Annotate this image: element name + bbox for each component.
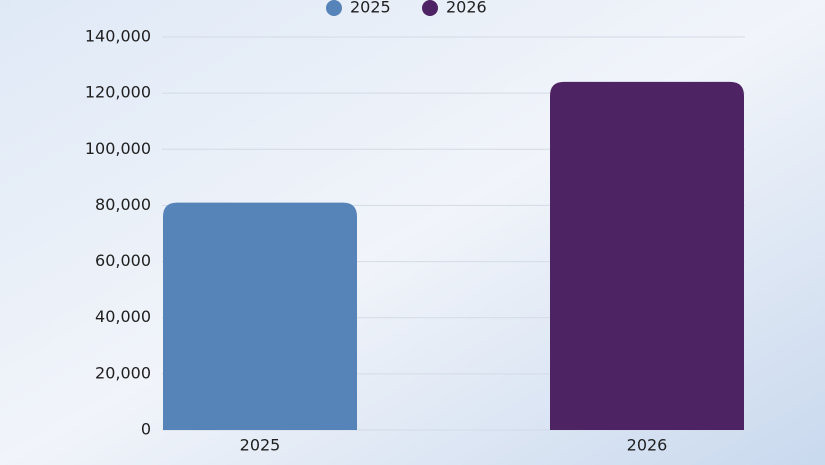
legend-label: 2026 [446,0,487,17]
bar [163,202,357,430]
legend-swatch [422,0,438,16]
y-tick-label: 0 [141,420,151,439]
y-tick-label: 120,000 [85,83,151,102]
y-tick-label: 140,000 [85,27,151,46]
x-tick-label: 2025 [240,436,281,455]
y-tick-label: 20,000 [95,363,151,382]
y-tick-label: 60,000 [95,251,151,270]
bar [550,81,744,431]
y-tick-label: 100,000 [85,139,151,158]
x-tick-label: 2026 [627,436,668,455]
legend-swatch [326,0,342,16]
y-tick-label: 40,000 [95,307,151,326]
y-tick-label: 80,000 [95,195,151,214]
legend-label: 2025 [350,0,391,17]
